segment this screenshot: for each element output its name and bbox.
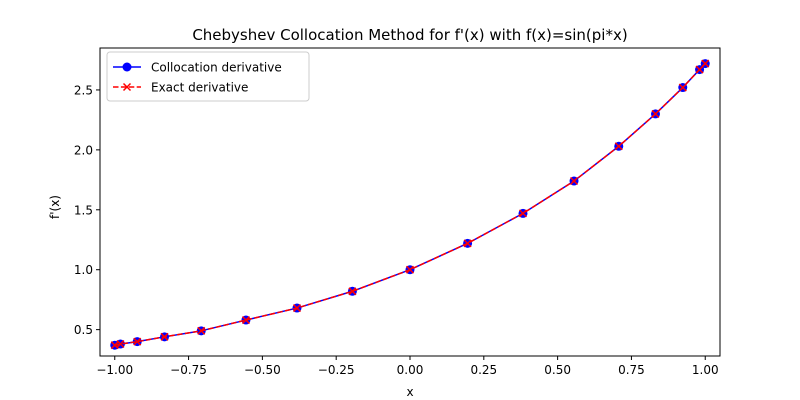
data-point-exact (463, 239, 472, 248)
x-tick-label: 0.50 (544, 363, 571, 377)
data-point-exact (701, 59, 710, 68)
legend-box (106, 51, 310, 102)
x-tick-label: 1.00 (692, 363, 719, 377)
x-axis-label: x (406, 385, 413, 399)
y-tick-label: 2.0 (74, 143, 93, 157)
x-tick-label: −0.25 (318, 363, 355, 377)
legend: Collocation derivative Exact derivative (106, 51, 310, 102)
data-point-exact (292, 304, 302, 313)
chart-title: Chebyshev Collocation Method for f'(x) w… (192, 26, 627, 44)
legend-label-exact: Exact derivative (151, 81, 248, 95)
y-tick-label: 0.5 (74, 323, 93, 337)
data-point-exact (241, 316, 250, 325)
legend-label-collocation: Collocation derivative (151, 61, 282, 75)
data-point-exact (348, 287, 357, 296)
legend-marker-exact (122, 82, 132, 92)
data-point-exact (405, 265, 415, 274)
y-tick-label: 2.5 (74, 83, 93, 97)
x-tick-label: 0.25 (470, 363, 497, 377)
x-tick-label: −1.00 (96, 363, 133, 377)
y-tick-label: 1.5 (74, 203, 93, 217)
data-point-exact (160, 332, 169, 341)
data-point-exact (133, 337, 142, 346)
y-tick-label: 1.0 (74, 263, 93, 277)
legend-marker-collocation (122, 62, 132, 72)
data-point-exact (614, 142, 623, 151)
y-axis-label: f'(x) (48, 195, 62, 219)
data-point-exact (570, 176, 579, 186)
x-tick-label: −0.75 (170, 363, 207, 377)
data-point-exact (678, 83, 687, 92)
x-tick-label: −0.50 (244, 363, 281, 377)
x-tick-label: 0.75 (618, 363, 645, 377)
data-point-exact (116, 339, 125, 349)
plot-area: −1.00 −0.75 −0.50 −0.25 0.00 0.25 0.50 0.75 1.00… (74, 47, 721, 377)
data-point-exact (651, 109, 660, 118)
x-tick-label: 0.00 (397, 363, 424, 377)
data-point-exact (518, 209, 528, 218)
data-point-exact (197, 326, 206, 335)
